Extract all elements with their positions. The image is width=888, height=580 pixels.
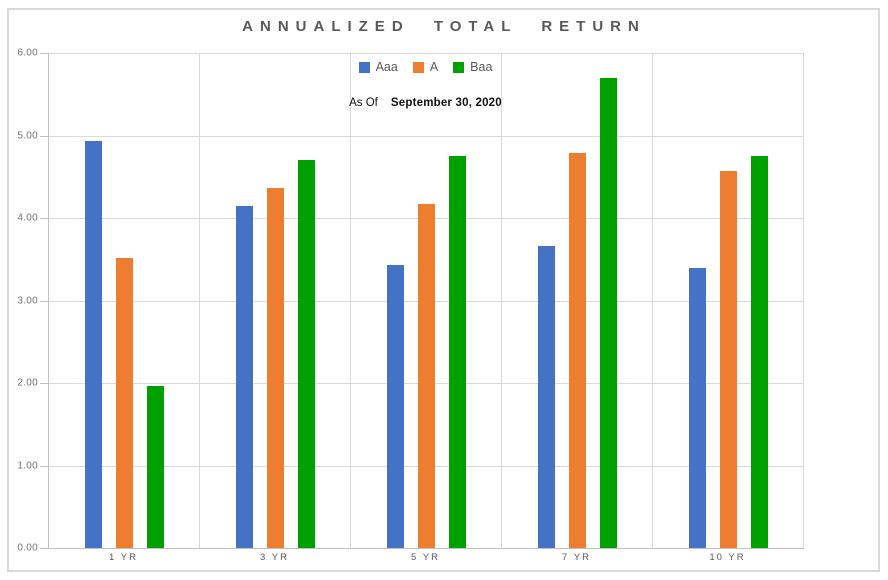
gridline-v (803, 53, 804, 548)
y-axis-tick (40, 548, 48, 549)
as-of-line: As Of September 30, 2020 (48, 97, 803, 109)
legend-swatch-aaa (358, 61, 370, 73)
y-tick-label: 1.00 (17, 460, 38, 471)
category-group-1-yr (49, 53, 200, 548)
category-group-5-yr (351, 53, 502, 548)
y-axis-tick (40, 465, 48, 467)
y-tick-label: 2.00 (17, 377, 38, 389)
legend-item-aaa: Aaa (358, 60, 398, 74)
bar-aaa-10-yr (689, 268, 706, 548)
gridline-v (199, 53, 200, 548)
y-tick-label: 3.00 (17, 295, 38, 306)
bar-aaa-3-yr (236, 205, 253, 548)
y-axis-labels: 0.00 1.00 2.00 3.00 4.00 5.00 6.00 (0, 48, 38, 554)
y-tick-label: 4.00 (17, 212, 38, 224)
y-axis-tick (40, 53, 48, 54)
bar-baa-5-yr (449, 156, 466, 548)
y-axis-tick (40, 300, 48, 302)
gridline-v (652, 53, 653, 548)
as-of-label: As Of (349, 97, 378, 109)
y-tick-label: 6.00 (17, 47, 38, 59)
bar-baa-7-yr (600, 77, 617, 548)
bar-a-10-yr (720, 170, 737, 548)
bar-baa-3-yr (298, 160, 315, 548)
bar-a-5-yr (418, 203, 435, 548)
legend-swatch-baa (453, 61, 465, 73)
gridline-v (350, 53, 351, 548)
bar-baa-1-yr (147, 386, 164, 548)
as-of-date: September 30, 2020 (390, 97, 502, 109)
x-axis-label: 5 YR (411, 552, 440, 563)
x-axis-label: 1 YR (109, 552, 138, 563)
legend-label-a: A (429, 60, 439, 74)
legend-item-a: A (412, 60, 439, 74)
legend-swatch-a (412, 61, 424, 73)
gridline-v (501, 53, 502, 548)
x-axis-labels: 1 YR 3 YR 5 YR 7 YR 10 YR (48, 552, 803, 563)
x-axis-label: 10 YR (709, 552, 746, 563)
x-axis-label: 7 YR (562, 552, 591, 563)
gridline-h (49, 53, 804, 54)
y-axis-tick (40, 218, 48, 220)
bar-a-7-yr (569, 152, 586, 548)
bar-a-3-yr (267, 188, 284, 548)
legend-item-baa: Baa (453, 60, 492, 74)
y-tick-label: 5.00 (17, 130, 38, 141)
category-group-3-yr (200, 53, 351, 548)
y-axis-tick (40, 383, 48, 385)
legend-label-aaa: Aaa (375, 60, 398, 74)
bar-aaa-5-yr (387, 265, 404, 548)
bar-aaa-7-yr (538, 246, 555, 548)
gridline-h (49, 135, 804, 137)
legend: Aaa A Baa (48, 60, 803, 74)
category-group-7-yr (502, 53, 653, 548)
y-axis-tick (40, 135, 48, 137)
plot-area (40, 53, 804, 549)
legend-label-baa: Baa (470, 60, 493, 74)
bar-baa-10-yr (751, 156, 768, 548)
category-group-10-yr (653, 53, 804, 548)
bar-aaa-1-yr (85, 141, 102, 548)
chart-title: ANNUALIZED TOTAL RETURN (242, 18, 646, 35)
bar-a-1-yr (116, 258, 133, 548)
y-tick-label: 0.00 (17, 542, 38, 554)
bars-layer (49, 53, 804, 548)
x-axis-label: 3 YR (260, 552, 289, 563)
